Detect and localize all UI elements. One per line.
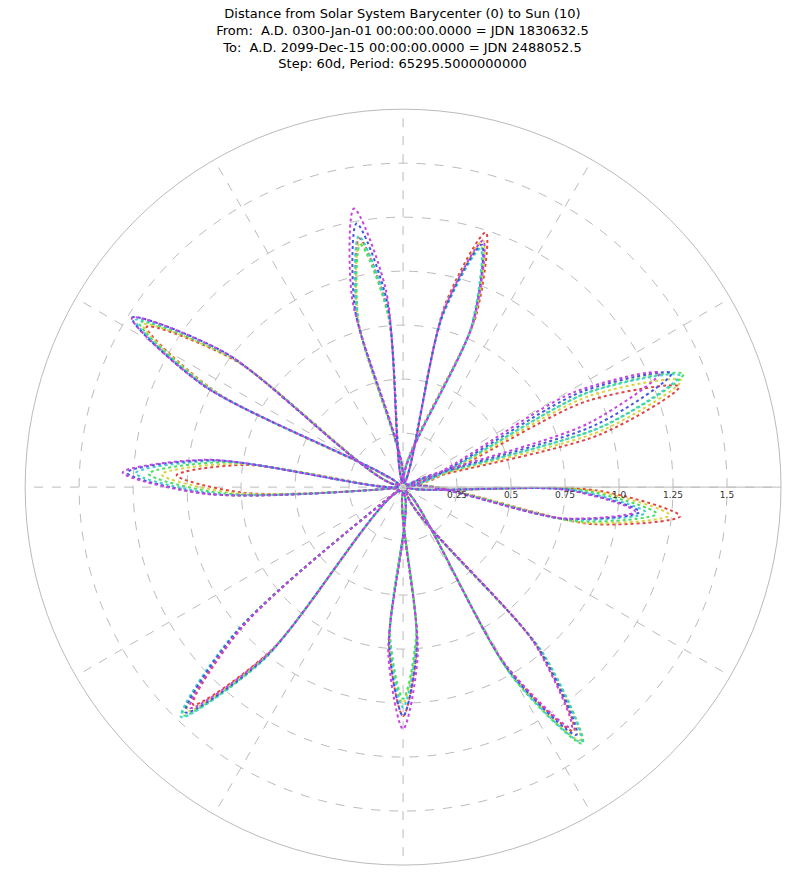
svg-text:0.5: 0.5 — [504, 490, 518, 500]
svg-text:1.25: 1.25 — [663, 490, 683, 500]
svg-text:Distance from Solar System Bar: Distance from Solar System Barycenter (0… — [216, 6, 589, 72]
svg-text:1.0: 1.0 — [612, 490, 627, 500]
svg-text:1.5: 1.5 — [720, 490, 734, 500]
svg-text:0.75: 0.75 — [555, 490, 575, 500]
svg-text:0.25: 0.25 — [447, 490, 467, 500]
